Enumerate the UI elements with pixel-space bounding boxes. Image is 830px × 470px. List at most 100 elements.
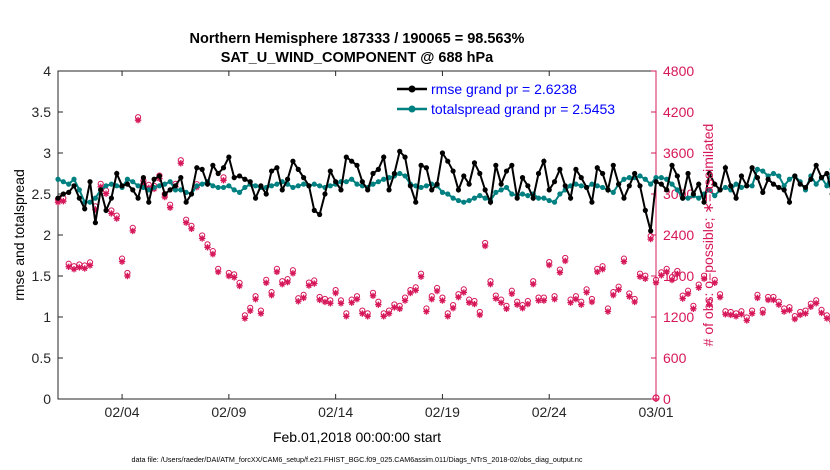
- rmse-point: [55, 195, 61, 201]
- rmse-point: [744, 183, 750, 189]
- rmse-point: [140, 175, 147, 181]
- y-left-tick-label: 1: [43, 309, 51, 325]
- y-right-tick-label: 4800: [663, 63, 694, 79]
- rmse-point: [509, 162, 515, 168]
- obs-assimilated-marker: [465, 299, 473, 306]
- rmse-point: [648, 228, 654, 234]
- rmse-point: [573, 166, 579, 172]
- obs-assimilated-marker: [118, 258, 126, 265]
- rmse-point: [407, 183, 413, 189]
- rmse-point: [450, 168, 456, 174]
- obs-assimilated-marker: [417, 273, 425, 280]
- spread-point: [210, 183, 216, 189]
- rmse-point: [284, 176, 291, 182]
- rmse-point: [567, 195, 574, 201]
- spread-point: [503, 184, 510, 191]
- obs-assimilated-marker: [823, 315, 830, 322]
- rmse-point: [770, 181, 777, 187]
- spread-point: [760, 168, 766, 174]
- spread-point: [733, 181, 739, 187]
- rmse-point: [188, 191, 195, 197]
- obs-assimilated-marker: [572, 296, 580, 303]
- obs-assimilated-marker: [610, 291, 617, 299]
- spread-point: [418, 184, 424, 191]
- rmse-point: [589, 199, 595, 205]
- rmse-point: [397, 148, 403, 154]
- rmse-point: [354, 162, 360, 168]
- obs-assimilated-marker: [706, 301, 713, 308]
- obs-assimilated-marker: [300, 294, 307, 302]
- obs-assimilated-marker: [289, 270, 297, 277]
- obs-assimilated-marker: [700, 275, 708, 282]
- obs-assimilated-marker: [807, 303, 815, 310]
- obs-assimilated-marker: [497, 299, 505, 306]
- obs-assimilated-marker: [594, 268, 601, 276]
- obs-assimilated-marker: [343, 313, 350, 320]
- spread-point: [311, 181, 317, 187]
- spread-point: [493, 189, 499, 195]
- rmse-point: [445, 158, 451, 164]
- rmse-point: [680, 195, 686, 201]
- spread-point: [786, 176, 793, 182]
- rmse-point: [514, 195, 520, 201]
- spread-point: [135, 183, 141, 189]
- legend-spread-marker: [408, 105, 416, 113]
- obs-assimilated-marker: [220, 177, 227, 184]
- rmse-point: [658, 181, 664, 187]
- rmse-point: [317, 211, 323, 218]
- obs-assimilated-marker: [802, 310, 809, 317]
- spread-point: [658, 175, 664, 181]
- rmse-point: [92, 220, 98, 226]
- spread-point: [824, 183, 830, 189]
- rmse-point: [114, 170, 120, 177]
- rmse-point: [258, 183, 264, 189]
- spread-point: [215, 184, 221, 191]
- rmse-point: [765, 176, 771, 182]
- spread-point: [477, 193, 483, 199]
- obs-assimilated-marker: [65, 263, 72, 270]
- spread-point: [557, 191, 563, 197]
- rmse-point: [471, 160, 478, 166]
- spread-point: [589, 181, 595, 187]
- obs-assimilated-marker: [295, 298, 302, 305]
- spread-point: [236, 189, 243, 195]
- obs-assimilated-marker: [588, 298, 596, 306]
- rmse-point: [546, 187, 552, 193]
- spread-point: [551, 199, 558, 205]
- rmse-point: [808, 176, 814, 182]
- obs-assimilated-marker: [102, 190, 110, 197]
- obs-assimilated-marker: [97, 183, 104, 191]
- obs-assimilated-marker: [359, 310, 366, 317]
- obs-assimilated-marker: [60, 197, 67, 205]
- obs-assimilated-marker: [818, 309, 825, 317]
- obs-assimilated-marker: [626, 293, 633, 300]
- obs-assimilated-marker: [508, 290, 516, 297]
- spread-point: [685, 195, 691, 201]
- obs-assimilated-marker: [177, 160, 185, 167]
- obs-assimilated-marker: [241, 315, 249, 322]
- spread-point: [461, 199, 467, 205]
- spread-point: [482, 195, 488, 201]
- obs-assimilated-marker: [198, 235, 206, 242]
- obs-assimilated-marker: [812, 300, 820, 307]
- rmse-point: [503, 168, 510, 174]
- rmse-point: [167, 187, 173, 193]
- rmse-point: [754, 175, 761, 181]
- rmse-point: [66, 189, 72, 195]
- rmse-point: [600, 170, 606, 177]
- rmse-point: [706, 170, 712, 177]
- obs-assimilated-marker: [423, 308, 430, 315]
- obs-assimilated-marker: [583, 289, 590, 296]
- spread-point: [519, 191, 526, 197]
- rmse-point: [690, 191, 696, 197]
- rmse-point: [359, 179, 365, 185]
- rmse-point: [578, 175, 584, 181]
- obs-assimilated-marker: [311, 280, 318, 287]
- obs-assimilated-marker: [455, 293, 462, 301]
- rmse-point: [98, 187, 104, 193]
- obs-assimilated-marker: [471, 300, 478, 308]
- spread-point: [455, 197, 462, 204]
- obs-assimilated-marker: [615, 286, 622, 293]
- rmse-point: [792, 173, 798, 179]
